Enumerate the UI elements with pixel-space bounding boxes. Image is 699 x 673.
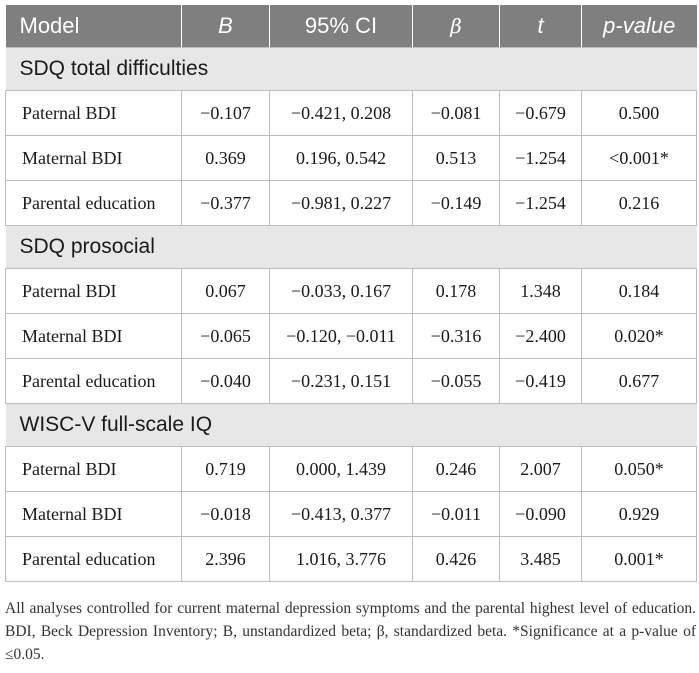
cell-beta: −0.316 [412,313,500,359]
cell-p-value: 0.929 [581,491,697,537]
cell-b: −0.107 [181,90,270,136]
header-t: t [499,5,582,48]
cell-ci: −0.421, 0.208 [269,90,413,136]
cell-p-value: 0.500 [581,90,697,136]
table-row: Parental education −0.040 −0.231, 0.151 … [5,358,697,404]
table-row: Maternal BDI 0.369 0.196, 0.542 0.513 −1… [5,135,697,181]
cell-beta: −0.149 [412,180,500,226]
cell-model: Parental education [5,536,182,582]
header-model: Model [5,5,182,48]
cell-ci: −0.120, −0.011 [269,313,413,359]
cell-t: −0.679 [499,90,582,136]
table-row: Paternal BDI 0.067 −0.033, 0.167 0.178 1… [5,268,697,314]
cell-beta: 0.178 [412,268,500,314]
cell-ci: −0.033, 0.167 [269,268,413,314]
cell-b: 0.719 [181,446,270,492]
cell-t: −1.254 [499,135,582,181]
cell-beta: 0.513 [412,135,500,181]
cell-beta: −0.055 [412,358,500,404]
cell-t: −1.254 [499,180,582,226]
cell-t: 1.348 [499,268,582,314]
cell-p-value: 0.001* [581,536,697,582]
table-row: Paternal BDI 0.719 0.000, 1.439 0.246 2.… [5,446,697,492]
header-row: Model B 95% CI β t p-value [5,5,697,48]
cell-model: Maternal BDI [5,135,182,181]
cell-t: 3.485 [499,536,582,582]
header-p-value: p-value [581,5,697,48]
cell-model: Maternal BDI [5,313,182,359]
header-ci: 95% CI [269,5,413,48]
table-row: Parental education 2.396 1.016, 3.776 0.… [5,536,697,582]
header-beta: β [412,5,500,48]
cell-ci: 0.000, 1.439 [269,446,413,492]
cell-t: −2.400 [499,313,582,359]
cell-t: −0.090 [499,491,582,537]
cell-p-value: 0.677 [581,358,697,404]
cell-t: 2.007 [499,446,582,492]
cell-beta: 0.426 [412,536,500,582]
regression-table: Model B 95% CI β t p-value SDQ total dif… [5,5,697,582]
cell-p-value: 0.216 [581,180,697,226]
table-row: Maternal BDI −0.065 −0.120, −0.011 −0.31… [5,313,697,359]
cell-b: 0.369 [181,135,270,181]
table-row: Paternal BDI −0.107 −0.421, 0.208 −0.081… [5,90,697,136]
cell-p-value: <0.001* [581,135,697,181]
cell-b: −0.040 [181,358,270,404]
cell-p-value: 0.020* [581,313,697,359]
cell-model: Paternal BDI [5,268,182,314]
cell-ci: 1.016, 3.776 [269,536,413,582]
cell-ci: −0.413, 0.377 [269,491,413,537]
cell-b: −0.018 [181,491,270,537]
cell-t: −0.419 [499,358,582,404]
cell-model: Parental education [5,358,182,404]
table-row: Parental education −0.377 −0.981, 0.227 … [5,180,697,226]
cell-model: Parental education [5,180,182,226]
cell-model: Paternal BDI [5,446,182,492]
cell-b: −0.377 [181,180,270,226]
cell-ci: −0.231, 0.151 [269,358,413,404]
cell-b: 2.396 [181,536,270,582]
table-row: Maternal BDI −0.018 −0.413, 0.377 −0.011… [5,491,697,537]
section-title: WISC-V full-scale IQ [5,403,697,447]
cell-model: Paternal BDI [5,90,182,136]
cell-beta: 0.246 [412,446,500,492]
cell-b: 0.067 [181,268,270,314]
section-row: WISC-V full-scale IQ [5,403,697,447]
cell-b: −0.065 [181,313,270,359]
cell-ci: −0.981, 0.227 [269,180,413,226]
cell-ci: 0.196, 0.542 [269,135,413,181]
cell-p-value: 0.184 [581,268,697,314]
cell-model: Maternal BDI [5,491,182,537]
section-row: SDQ total difficulties [5,47,697,91]
section-row: SDQ prosocial [5,225,697,269]
cell-beta: −0.081 [412,90,500,136]
section-title: SDQ total difficulties [5,47,697,91]
section-title: SDQ prosocial [5,225,697,269]
table-footnote: All analyses controlled for current mate… [5,600,696,663]
cell-beta: −0.011 [412,491,500,537]
cell-p-value: 0.050* [581,446,697,492]
header-b: B [181,5,270,48]
